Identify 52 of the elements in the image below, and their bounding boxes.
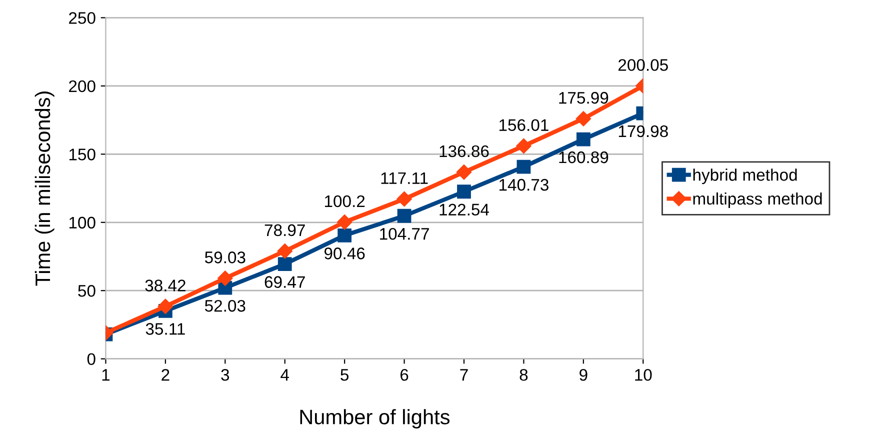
point (338, 228, 352, 242)
point (277, 244, 292, 259)
data-label: 78.97 (264, 224, 305, 236)
data-label: 35.11 (146, 323, 185, 335)
point (337, 214, 352, 230)
point (278, 257, 292, 271)
data-label: 52.03 (204, 300, 246, 312)
x-tick-label: 10 (635, 368, 652, 381)
data-label: 104.77 (380, 228, 429, 240)
x-tick-label: 5 (340, 369, 349, 381)
data-label: 175.99 (559, 92, 608, 104)
x-tick-label: 7 (460, 369, 468, 381)
y-axis-title: Time (in miliseconds) (34, 92, 54, 286)
data-label: 117.11 (381, 172, 428, 184)
y-tick-label: 100 (69, 216, 96, 229)
point (576, 132, 590, 146)
point (158, 298, 173, 314)
x-tick-label: 8 (520, 368, 528, 381)
y-tick-label: 150 (69, 148, 96, 160)
data-label: 140.73 (499, 178, 548, 191)
data-label: 160.89 (559, 151, 608, 164)
legend-label: multipass method (693, 192, 822, 208)
point (396, 191, 412, 207)
point (576, 111, 591, 126)
data-label: 179.98 (618, 125, 668, 138)
data-label: 90.46 (324, 248, 365, 260)
data-label: 59.03 (204, 252, 246, 264)
point (218, 270, 233, 286)
data-label: 156.01 (499, 119, 548, 131)
x-tick-label: 3 (221, 368, 230, 381)
legend-label: hybrid method (693, 168, 797, 184)
data-label: 200.05 (618, 59, 668, 71)
x-tick-label: 6 (400, 368, 408, 381)
x-tick-label: 9 (580, 368, 588, 381)
data-label: 122.54 (440, 204, 489, 216)
data-label: 38.42 (145, 280, 186, 292)
data-label: 100.2 (324, 195, 365, 208)
x-tick-label: 2 (162, 368, 170, 381)
data-label: 69.47 (264, 276, 305, 288)
point (516, 160, 531, 174)
y-tick-label: 0 (87, 353, 96, 366)
x-tick-label: 4 (280, 369, 290, 381)
point (456, 164, 472, 180)
y-tick-label: 200 (69, 80, 96, 92)
point (397, 208, 412, 223)
point (516, 138, 532, 154)
x-axis-title: Number of lights (300, 409, 450, 429)
y-tick-label: 50 (78, 285, 96, 297)
data-label: 136.86 (440, 145, 489, 158)
y-tick-label: 250 (69, 12, 96, 24)
point (457, 184, 471, 199)
x-tick-label: 1 (102, 369, 110, 381)
